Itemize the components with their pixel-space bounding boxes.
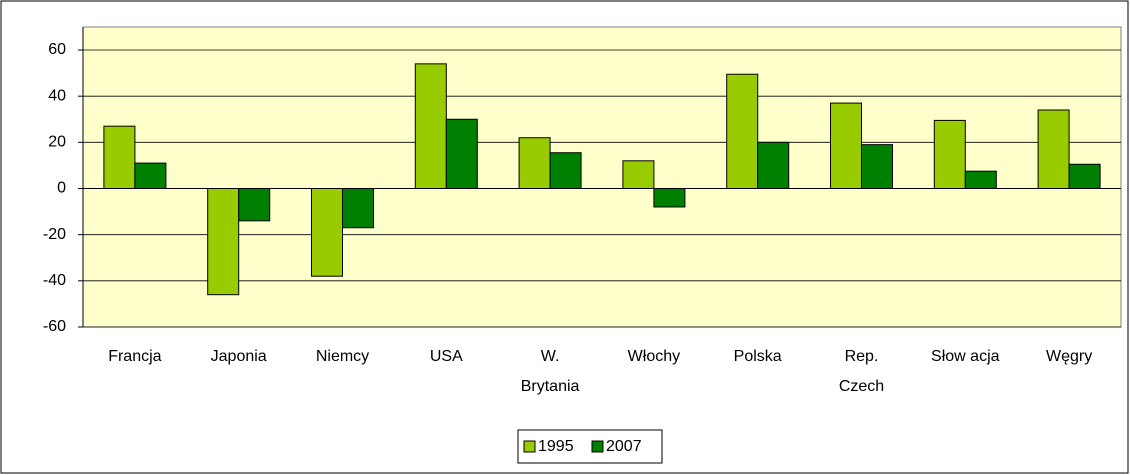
x-tick-label: Słow acja [931,348,1000,365]
y-tick-label: 40 [48,87,66,104]
bar [964,170,997,189]
x-tick-label: Japonia [210,348,267,365]
bar [311,188,343,277]
bar [207,188,240,296]
bar [134,162,167,190]
bar [414,63,447,189]
legend-label: 2007 [606,438,642,455]
bar [757,141,790,189]
y-tick-label: 60 [48,41,66,58]
bar [726,73,759,189]
x-tick-label: W. Brytania [520,348,580,395]
legend-swatch [523,440,536,453]
bar [861,144,893,189]
y-tick-label: -40 [43,272,66,289]
legend-box [517,429,663,464]
bar [445,118,478,189]
bar [1068,163,1101,189]
y-tick-label: -60 [43,318,66,335]
x-tick-label: Niemcy [315,348,370,365]
bar [342,188,374,229]
bar [518,137,551,189]
x-tick-label: Węgry [1045,348,1093,365]
y-tick-label: -20 [43,226,66,243]
x-tick-label: Włochy [627,348,681,365]
x-tick-label: Rep. Czech [838,348,885,395]
bar [549,152,582,190]
bar [103,125,136,190]
bar [933,119,966,189]
y-tick-label: 0 [57,180,66,197]
legend-label: 1995 [538,438,574,455]
y-tick-label: 20 [48,134,66,151]
bar [238,188,271,222]
x-tick-label: Polska [733,348,782,365]
legend-swatch [591,440,604,453]
bar [1037,109,1070,189]
x-tick-label: USA [429,348,463,365]
bar [622,160,655,190]
x-tick-label: Francja [108,348,162,365]
bar [653,188,686,208]
bar [830,102,862,189]
